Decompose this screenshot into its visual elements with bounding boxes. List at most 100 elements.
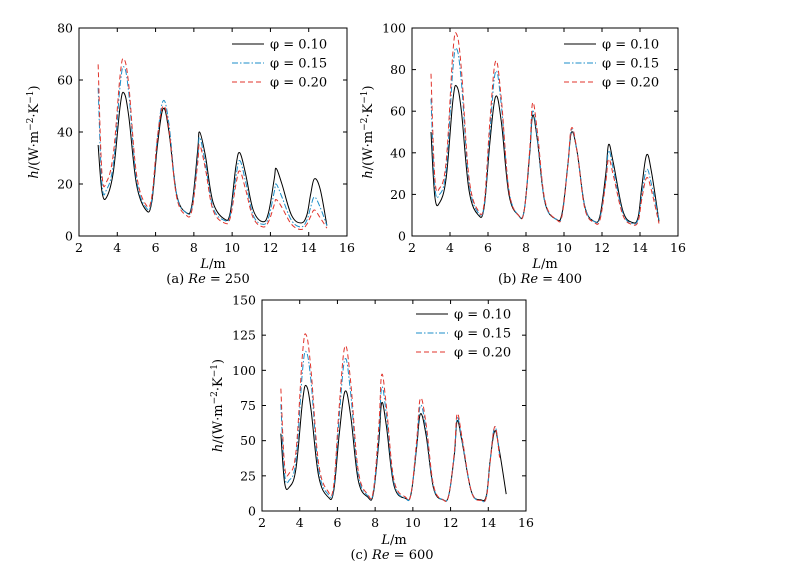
legend: φ = 0.10 φ = 0.15 φ = 0.20 (416, 308, 511, 361)
y-axis-unit-exp: −2 (26, 118, 36, 131)
x-tick-label: 4 (296, 515, 304, 530)
x-tick-label: 10 (405, 515, 421, 530)
x-tick-label: 6 (333, 515, 341, 530)
x-tick-label: 2 (75, 240, 83, 255)
x-axis-label: L/m (380, 533, 406, 548)
x-tick-label: 12 (594, 240, 610, 255)
y-tick-label: 100 (232, 363, 256, 378)
y-tick-label: 75 (240, 398, 256, 413)
y-axis-unit-exp: −2 (210, 391, 220, 404)
y-tick-label: 25 (240, 468, 256, 483)
series-line-1 (97, 91, 328, 226)
caption-prefix: (c) (350, 548, 372, 563)
x-tick-label: 2 (258, 515, 266, 530)
y-axis-symbol: h (361, 170, 376, 178)
y-axis-label: h/(W·m−2·K−1) (26, 85, 42, 178)
plot-frame (411, 27, 679, 237)
y-tick-label: 60 (390, 104, 406, 119)
y-tick-label: 125 (232, 328, 256, 343)
legend-label-3: φ = 0.20 (454, 346, 511, 361)
x-axis-symbol: L (380, 533, 390, 548)
subplot-caption: (a) Re = 250 (166, 272, 250, 287)
x-tick-label: 6 (484, 240, 492, 255)
y-tick-label: 80 (57, 21, 73, 36)
caption-symbol: Re (187, 272, 206, 287)
y-tick-label: 20 (390, 187, 406, 202)
x-tick-label: 4 (113, 240, 121, 255)
caption-symbol: Re (520, 272, 539, 287)
y-axis-unit-part: ) (27, 85, 42, 90)
subplot-3: 2 4 6 8 10 12 14 16 0 25 50 75 100 125 150 L/m h/(W·m−2·… (210, 293, 534, 564)
series-line-2 (280, 350, 501, 503)
y-tick-label: 40 (57, 125, 73, 140)
caption-prefix: (b) (498, 272, 521, 287)
y-axis-unit-exp: −1 (210, 364, 220, 377)
y-axis-symbol: h (211, 444, 226, 452)
legend-label-3: φ = 0.20 (602, 76, 659, 91)
x-tick-label: 2 (408, 240, 416, 255)
y-tick-label: 0 (65, 229, 73, 244)
x-tick-label: 14 (480, 515, 496, 530)
subplot-2: 2 4 6 8 10 12 14 16 0 20 40 60 80 100 L/m h/(W·m−2·K−1)… (360, 21, 686, 288)
y-axis-unit-part: ·K (27, 104, 42, 118)
legend: φ = 0.10 φ = 0.15 φ = 0.20 (564, 38, 659, 91)
x-tick-label: 4 (446, 240, 454, 255)
x-tick-label: 16 (670, 240, 686, 255)
x-axis-label: L/m (531, 257, 557, 272)
x-tick-label: 8 (522, 240, 530, 255)
y-tick-label: 50 (240, 433, 256, 448)
y-axis-unit-part: /(W·m (211, 404, 226, 443)
legend-label-1: φ = 0.10 (454, 308, 511, 323)
legend-label-3: φ = 0.20 (270, 76, 327, 91)
y-tick-label: 80 (390, 62, 406, 77)
y-tick-label: 0 (248, 504, 256, 519)
x-tick-label: 8 (190, 240, 198, 255)
subplot-caption: (c) Re = 600 (350, 548, 433, 563)
x-tick-label: 12 (443, 515, 459, 530)
y-tick-label: 150 (232, 293, 256, 308)
y-axis-unit-part: ) (361, 85, 376, 90)
y-axis-label: h/(W·m−2·K−1) (210, 359, 226, 452)
x-tick-label: 12 (262, 240, 278, 255)
x-tick-label: 16 (518, 515, 534, 530)
x-axis-unit: /m (390, 533, 407, 548)
series-line-2 (97, 66, 328, 228)
y-axis-unit-exp: −1 (26, 91, 36, 104)
x-tick-label: 14 (301, 240, 317, 255)
x-axis-unit: /m (209, 257, 226, 272)
y-axis-symbol: h (27, 170, 42, 178)
caption-prefix: (a) (166, 272, 188, 287)
y-tick-label: 0 (398, 229, 406, 244)
legend-label-1: φ = 0.10 (270, 38, 327, 53)
legend-label-2: φ = 0.15 (602, 57, 659, 72)
series-group (430, 32, 660, 226)
x-tick-label: 16 (339, 240, 355, 255)
caption-symbol: Re (371, 548, 390, 563)
y-axis-unit-part: /(W·m (361, 131, 376, 170)
series-line-3 (280, 333, 501, 503)
x-tick-label: 14 (632, 240, 648, 255)
y-tick-label: 40 (390, 145, 406, 160)
y-axis-unit-part: ) (211, 359, 226, 364)
subplot-caption: (b) Re = 400 (498, 272, 582, 287)
y-tick-label: 60 (57, 73, 73, 88)
x-tick-label: 10 (224, 240, 240, 255)
y-axis-unit-part: /(W·m (27, 131, 42, 170)
x-axis-label: L/m (199, 257, 225, 272)
caption-value: = 400 (538, 272, 582, 287)
y-axis-unit-exp: −1 (360, 91, 370, 104)
legend-label-2: φ = 0.15 (270, 57, 327, 72)
y-axis-unit-part: ·K (211, 377, 226, 391)
x-tick-label: 8 (371, 515, 379, 530)
caption-value: = 250 (206, 272, 250, 287)
series-line-3 (430, 32, 660, 226)
legend-label-1: φ = 0.10 (602, 38, 659, 53)
x-axis-symbol: L (531, 257, 541, 272)
series-line-2 (430, 47, 660, 225)
subplot-1: 2 4 6 8 10 12 14 16 0 20 40 60 80 L/m h/(W·m−2·K−1) φ =… (26, 21, 355, 288)
x-axis-unit: /m (541, 257, 558, 272)
series-line-1 (280, 384, 507, 502)
x-tick-label: 6 (152, 240, 160, 255)
y-axis-unit-part: ·K (361, 104, 376, 118)
